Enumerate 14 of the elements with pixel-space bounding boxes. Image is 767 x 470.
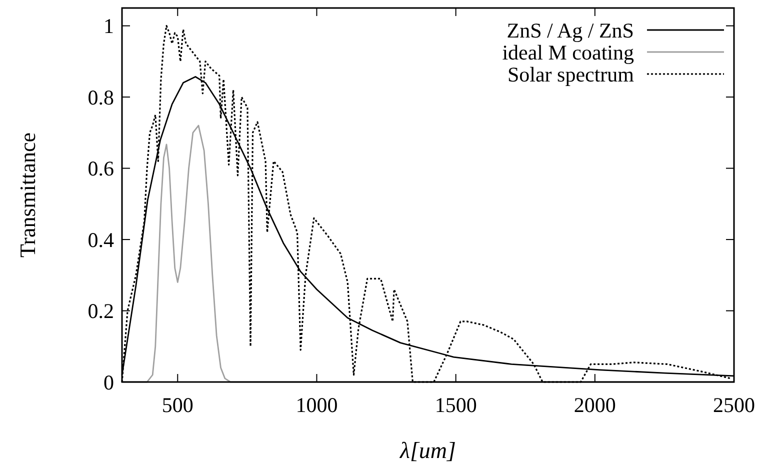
y-tick-label: 0 xyxy=(104,370,114,394)
x-tick-label: 500 xyxy=(162,393,194,417)
y-tick-label: 0.6 xyxy=(88,156,114,181)
y-tick-label: 1 xyxy=(104,14,114,38)
y-tick-label: 0.2 xyxy=(88,299,114,324)
x-tick-label: 1000 xyxy=(296,393,338,417)
x-tick-label: 2000 xyxy=(574,393,616,417)
legend-label: ZnS / Ag / ZnS xyxy=(506,18,634,42)
y-tick-label: 0.4 xyxy=(88,228,114,252)
x-tick-label: 1500 xyxy=(434,393,477,417)
y-tick-label: 0.8 xyxy=(88,85,114,110)
x-axis-title: λ[um] xyxy=(399,438,456,463)
y-axis-title: Transmittance xyxy=(15,132,40,258)
x-tick-label: 2500 xyxy=(713,393,755,417)
